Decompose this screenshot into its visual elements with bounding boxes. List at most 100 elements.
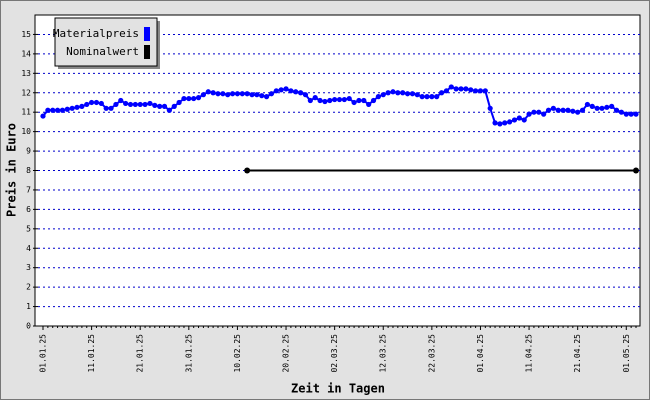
data-point	[541, 111, 547, 117]
data-point	[623, 111, 629, 117]
data-point	[555, 107, 561, 113]
data-point	[502, 120, 508, 126]
data-point	[84, 101, 90, 108]
data-point	[54, 107, 61, 113]
data-point	[458, 86, 464, 92]
y-tick-label: 1	[26, 302, 31, 311]
data-point	[613, 107, 620, 113]
data-point	[570, 108, 576, 114]
data-point	[482, 88, 488, 94]
data-point	[366, 101, 372, 108]
data-point	[497, 121, 503, 127]
x-tick-label: 01.01.25	[39, 334, 48, 373]
data-point	[103, 105, 109, 111]
data-point	[356, 97, 362, 104]
data-point	[118, 97, 124, 104]
data-point	[312, 95, 318, 101]
data-point	[346, 95, 352, 102]
data-point	[550, 105, 556, 111]
legend-label: Materialpreis	[53, 27, 139, 40]
data-point	[361, 97, 367, 104]
data-point	[560, 107, 566, 113]
data-point	[157, 103, 163, 109]
data-point	[298, 90, 304, 96]
data-point	[370, 97, 377, 104]
data-point	[633, 167, 639, 174]
data-point	[210, 90, 216, 96]
data-point	[176, 99, 182, 106]
data-point	[98, 100, 104, 107]
data-point	[589, 103, 595, 109]
data-point	[108, 105, 114, 111]
data-point	[147, 100, 153, 107]
data-point	[93, 99, 100, 106]
data-point	[487, 105, 493, 111]
data-point	[536, 109, 542, 115]
data-point	[565, 107, 571, 113]
data-point	[341, 96, 347, 103]
data-point	[409, 91, 416, 97]
data-point	[492, 120, 498, 126]
data-point	[166, 107, 172, 113]
data-point	[511, 117, 518, 123]
y-tick-label: 7	[26, 185, 31, 194]
data-point	[244, 167, 251, 174]
y-tick-label: 2	[26, 283, 31, 292]
data-point	[152, 102, 158, 108]
data-point	[332, 96, 338, 103]
y-tick-label: 6	[26, 205, 31, 214]
data-point	[438, 90, 445, 96]
data-point	[628, 111, 634, 117]
data-point	[419, 94, 425, 100]
data-point	[507, 119, 513, 125]
y-tick-label: 15	[21, 30, 31, 39]
data-point	[526, 111, 532, 117]
data-point	[123, 100, 129, 107]
data-point	[254, 92, 260, 98]
data-point	[69, 105, 75, 111]
data-point	[472, 88, 479, 94]
data-point	[40, 113, 46, 119]
data-point	[234, 91, 241, 97]
data-point	[633, 111, 639, 117]
data-point	[200, 92, 207, 98]
data-point	[45, 107, 51, 113]
data-point	[132, 101, 138, 108]
data-point	[584, 101, 590, 108]
data-point	[521, 117, 527, 123]
y-tick-label: 9	[26, 147, 31, 156]
y-tick-label: 13	[21, 69, 31, 78]
data-point	[322, 98, 328, 105]
data-point	[283, 86, 289, 92]
y-tick-label: 14	[21, 49, 31, 58]
data-point	[268, 91, 275, 97]
data-point	[618, 109, 625, 115]
x-axis-title: Zeit in Tagen	[291, 382, 385, 396]
data-point	[380, 92, 386, 98]
data-point	[609, 103, 615, 109]
x-tick-label: 12.03.25	[379, 334, 388, 373]
data-point	[443, 88, 450, 94]
x-tick-label: 11.01.25	[87, 334, 96, 373]
data-point	[400, 90, 406, 96]
data-point	[599, 105, 605, 111]
y-tick-label: 0	[26, 322, 31, 331]
data-point	[225, 92, 231, 98]
data-point	[186, 95, 192, 102]
legend-box	[54, 17, 158, 67]
data-point	[74, 104, 80, 110]
data-point	[468, 87, 474, 93]
data-point	[351, 99, 357, 106]
data-point	[278, 87, 284, 93]
data-point	[575, 109, 581, 115]
data-point	[205, 89, 211, 95]
data-point	[327, 97, 333, 104]
data-point	[244, 91, 250, 97]
data-point	[181, 95, 187, 102]
data-point	[171, 103, 177, 109]
x-tick-label: 20.02.25	[282, 334, 291, 373]
data-point	[390, 89, 396, 95]
x-tick-label: 01.05.25	[622, 334, 631, 373]
x-tick-label: 11.04.25	[525, 334, 534, 373]
legend-swatch	[144, 45, 150, 59]
